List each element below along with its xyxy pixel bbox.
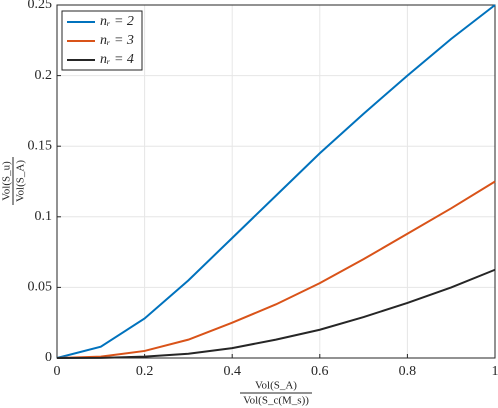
y-tick-label: 0.25 (28, 0, 53, 12)
legend-label: nᵣ = 2 (100, 14, 134, 29)
x-label-numerator: Vol(S_A) (255, 380, 297, 392)
line-series (56, 4, 496, 359)
line-series (56, 180, 496, 359)
y-tick-label: 0.05 (28, 280, 53, 295)
y-tick-label: 0 (45, 350, 52, 365)
x-tick-label: 0 (54, 364, 61, 379)
y-tick-label: 0.2 (35, 68, 53, 83)
y-label-denominator: Vol(S_A) (15, 160, 27, 202)
x-tick-label: 1 (492, 364, 498, 379)
line-series (56, 268, 496, 359)
legend-label: nᵣ = 4 (100, 52, 134, 67)
y-label: Vol(S_u) Vol(S_A) (1, 157, 27, 205)
x-tick-label: 0.2 (136, 364, 154, 379)
y-label-numerator: Vol(S_u) (1, 161, 13, 201)
x-tick-label: 0.8 (399, 364, 417, 379)
legend: nᵣ = 2 nᵣ = 3 nᵣ = 4 (61, 10, 143, 71)
x-tick-label: 0.6 (311, 364, 329, 379)
x-label-denominator: Vol(S_c(M_s)) (243, 395, 309, 407)
x-tick-label: 0.4 (223, 364, 241, 379)
y-tick-label: 0.1 (35, 209, 53, 224)
legend-label: nᵣ = 3 (100, 33, 134, 48)
y-tick-label: 0.15 (28, 138, 53, 153)
